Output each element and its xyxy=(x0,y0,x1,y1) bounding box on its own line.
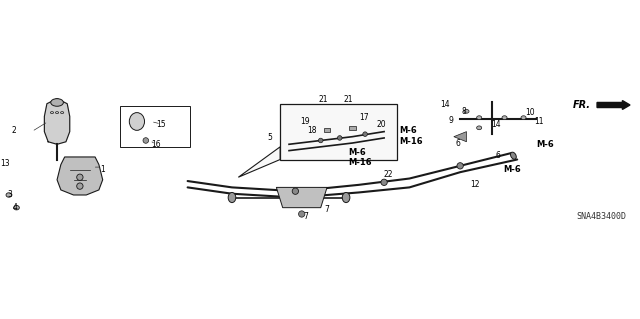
Circle shape xyxy=(77,174,83,181)
Circle shape xyxy=(298,211,305,217)
Circle shape xyxy=(337,136,342,140)
Text: 22: 22 xyxy=(383,170,393,179)
Text: 21: 21 xyxy=(344,95,353,104)
Text: 4: 4 xyxy=(13,203,18,212)
Text: 5: 5 xyxy=(268,133,273,143)
Text: M-6: M-6 xyxy=(536,140,554,149)
Text: M-6
M-16: M-6 M-16 xyxy=(399,126,423,146)
FancyArrow shape xyxy=(597,100,630,109)
Text: 8: 8 xyxy=(461,107,467,116)
Polygon shape xyxy=(238,147,280,177)
Polygon shape xyxy=(454,132,467,142)
Text: 7: 7 xyxy=(324,205,330,214)
Bar xyxy=(120,106,190,147)
Bar xyxy=(349,126,356,130)
Circle shape xyxy=(77,183,83,189)
Text: 9: 9 xyxy=(449,116,454,125)
Text: 15: 15 xyxy=(156,120,166,129)
Ellipse shape xyxy=(13,205,19,210)
Ellipse shape xyxy=(502,116,507,120)
Ellipse shape xyxy=(477,116,482,120)
Text: 18: 18 xyxy=(307,126,317,135)
Ellipse shape xyxy=(477,126,482,130)
Polygon shape xyxy=(276,187,327,208)
Polygon shape xyxy=(44,99,70,144)
Text: 13: 13 xyxy=(0,159,10,168)
Circle shape xyxy=(292,188,298,194)
Text: 3: 3 xyxy=(8,190,13,199)
Text: M-6: M-6 xyxy=(503,165,521,174)
Polygon shape xyxy=(57,157,102,195)
Text: 14: 14 xyxy=(491,120,500,129)
Circle shape xyxy=(381,179,387,185)
Text: 20: 20 xyxy=(377,120,387,129)
Circle shape xyxy=(457,163,463,169)
Text: M-6
M-16: M-6 M-16 xyxy=(349,148,372,167)
Text: 14: 14 xyxy=(440,100,450,109)
Text: 1: 1 xyxy=(100,165,105,174)
Bar xyxy=(324,129,330,132)
Circle shape xyxy=(363,132,367,137)
Ellipse shape xyxy=(6,193,12,197)
Text: 10: 10 xyxy=(525,108,534,117)
Ellipse shape xyxy=(129,113,145,130)
Text: 16: 16 xyxy=(151,140,161,149)
Ellipse shape xyxy=(464,109,469,113)
Text: 6: 6 xyxy=(496,151,500,160)
Ellipse shape xyxy=(511,152,516,159)
Text: 6: 6 xyxy=(455,138,460,147)
Text: 19: 19 xyxy=(301,117,310,126)
Text: 11: 11 xyxy=(534,117,543,126)
Ellipse shape xyxy=(342,192,350,203)
Text: 7: 7 xyxy=(303,212,308,221)
Circle shape xyxy=(319,138,323,143)
Text: 21: 21 xyxy=(319,95,328,104)
Circle shape xyxy=(143,138,148,143)
Text: FR.: FR. xyxy=(573,100,591,110)
Text: 2: 2 xyxy=(12,126,17,135)
Ellipse shape xyxy=(521,116,526,120)
Ellipse shape xyxy=(228,192,236,203)
Bar xyxy=(280,104,397,160)
Ellipse shape xyxy=(51,99,63,106)
Text: SNA4B3400D: SNA4B3400D xyxy=(577,212,627,221)
Text: 12: 12 xyxy=(470,180,480,189)
Text: 17: 17 xyxy=(359,113,369,122)
